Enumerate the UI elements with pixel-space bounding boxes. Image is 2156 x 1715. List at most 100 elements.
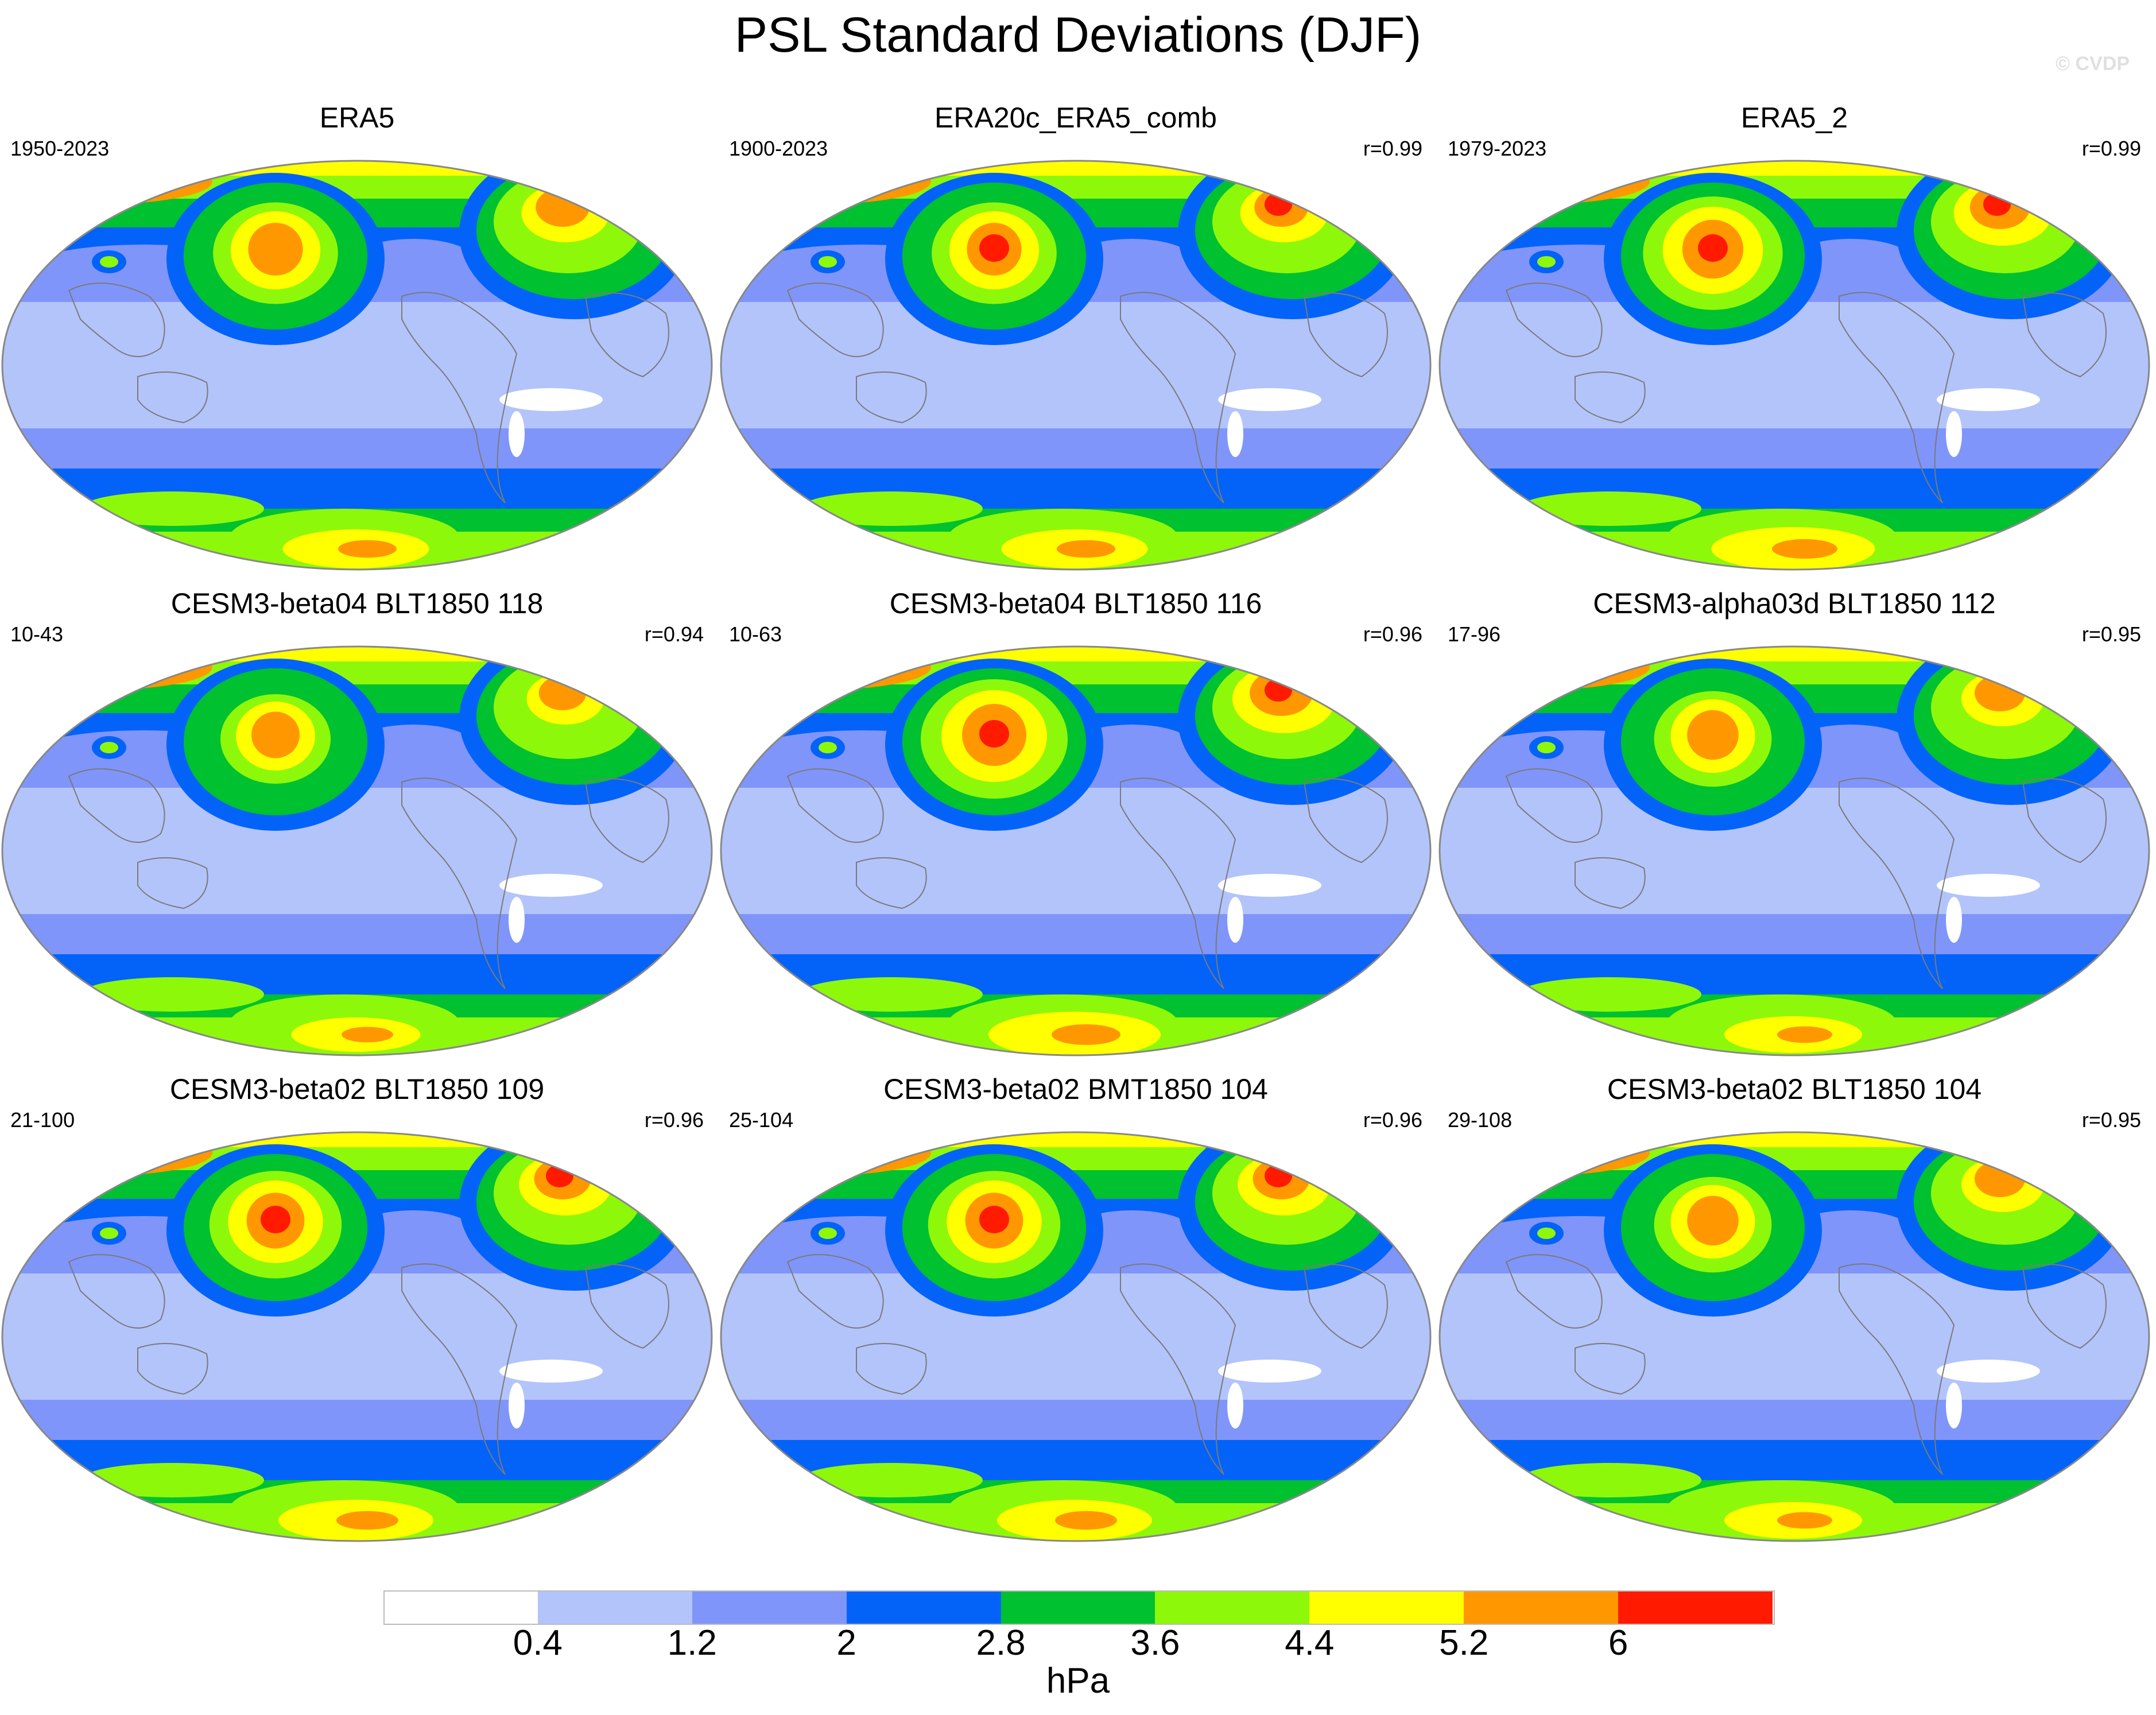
south-orange [1777,1026,1832,1043]
panel-title: CESM3-beta02 BLT1850 109 [169,1073,545,1105]
map-outline [720,645,1432,1056]
tibet-lime [1537,742,1556,753]
colorbar-swatch [1618,1590,1773,1624]
tibet-lime [100,256,118,268]
tropical-min-1 [1218,1360,1321,1383]
south-orange [1057,540,1115,558]
projection-map [1,645,713,1056]
map-panel: ERA20c_ERA5_comb 1900-2023 r=0.99 [719,101,1433,572]
south-lime-1 [1518,1463,1701,1497]
tropical-min-1 [1218,388,1321,411]
panel-year-range: 17-96 [1448,622,1501,646]
panel-title: CESM3-beta04 BLT1850 116 [889,587,1262,620]
tropical-min-2 [1946,1383,1962,1428]
projection-map [720,645,1432,1056]
colorbar-tick-label: 2.8 [976,1623,1026,1663]
iceland-red [1265,679,1292,702]
map-panel: CESM3-beta02 BLT1850 109 21-100 r=0.96 [0,1073,714,1543]
map-outline [1438,160,2150,571]
colorbar-swatch [1001,1590,1155,1624]
colorbar-tick-label: 5.2 [1439,1623,1489,1663]
colorbar-swatch [1464,1590,1619,1624]
iceland-red [1983,193,2011,216]
panel-correlation: r=0.95 [2081,622,2141,646]
colorbar-tick-label: 1.2 [667,1623,717,1663]
credit-watermark: © CVDP [2056,53,2130,75]
panel-title: CESM3-beta02 BMT1850 104 [883,1073,1268,1105]
panel-correlation: r=0.95 [2081,1108,2141,1132]
coastlines [786,768,1388,989]
south-orange [1772,539,1837,559]
colorbar-tick-label: 4.4 [1285,1623,1335,1663]
tropical-min-1 [499,874,603,897]
south-lime-1 [80,977,264,1012]
south-lime-1 [799,491,983,526]
coastlines [1505,768,2107,989]
aleutian-orange [1687,710,1739,760]
coastlines [1505,1254,2107,1475]
south-orange [1777,1512,1832,1529]
map-panel: ERA5_2 1979-2023 r=0.99 [1437,101,2151,572]
panel-year-range: 29-108 [1448,1108,1513,1132]
map-panel: CESM3-beta02 BLT1850 104 29-108 r=0.95 [1437,1073,2151,1543]
aleutian-red [979,1206,1009,1233]
projection-map [1438,645,2150,1056]
figure-title: PSL Standard Deviations (DJF) [734,7,1422,63]
map-panel: CESM3-beta04 BLT1850 118 10-43 r=0.94 [0,587,714,1058]
map-outline [1,645,713,1056]
panel-title: CESM3-beta02 BLT1850 104 [1607,1073,1982,1105]
colorbar [383,1590,1774,1625]
tibet-lime [819,256,837,268]
aleutian-orange [1687,1195,1739,1246]
south-lime-1 [799,1463,983,1497]
iceland-red [1265,1164,1292,1187]
aleutian-red [979,720,1009,748]
map-panel: CESM3-alpha03d BLT1850 112 17-96 r=0.95 [1437,587,2151,1058]
colorbar-tick-label: 3.6 [1130,1623,1180,1663]
south-orange [336,1511,398,1530]
iceland-orange [1975,675,2025,711]
panel-year-range: 25-104 [729,1108,794,1132]
colorbar-frame [383,1590,1775,1625]
projection-map [1438,160,2150,571]
panel-correlation: r=0.99 [2081,137,2141,160]
panel-title: ERA20c_ERA5_comb [934,102,1217,134]
tropical-min-2 [1946,411,1962,457]
map-outline [1438,1131,2150,1542]
map-outline [1,1131,713,1542]
tropical-min-2 [1227,411,1243,457]
aleutian-orange [248,223,303,276]
iceland-orange [538,675,587,711]
panel-title: ERA5_2 [1740,102,1848,134]
panel-correlation: r=0.96 [644,1108,704,1132]
tropical-min-1 [1218,874,1321,897]
colorbar-tick-label: 6 [1608,1623,1628,1663]
coastlines [68,282,669,504]
tibet-lime [819,742,837,753]
panel-correlation: r=0.96 [1363,1108,1422,1132]
map-outline [1,160,713,571]
map-outline [1438,645,2150,1056]
map-panel: CESM3-beta04 BLT1850 116 10-63 r=0.96 [719,587,1433,1058]
tropical-min-1 [499,1360,603,1383]
tropical-min-1 [1937,388,2040,411]
tropical-min-2 [1227,897,1243,943]
panel-year-range: 1979-2023 [1448,137,1547,160]
colorbar-swatch [1155,1590,1310,1624]
iceland-red [1265,193,1292,216]
south-orange [338,540,397,558]
colorbar-swatch [383,1590,538,1624]
panel-title: CESM3-alpha03d BLT1850 112 [1593,587,1996,620]
map-panel: CESM3-beta02 BMT1850 104 25-104 r=0.96 [719,1073,1433,1543]
panel-correlation: r=0.96 [1363,622,1422,646]
tibet-lime [819,1228,837,1239]
south-orange [1055,1511,1117,1530]
south-lime-1 [1518,491,1701,526]
panel-year-range: 1900-2023 [729,137,828,160]
south-lime-1 [80,491,264,526]
colorbar-tick-label: 2 [836,1623,856,1663]
coastlines [68,768,669,989]
tropical-min-2 [1946,897,1962,943]
panel-title: ERA5 [319,102,395,134]
tibet-lime [1537,1228,1556,1239]
